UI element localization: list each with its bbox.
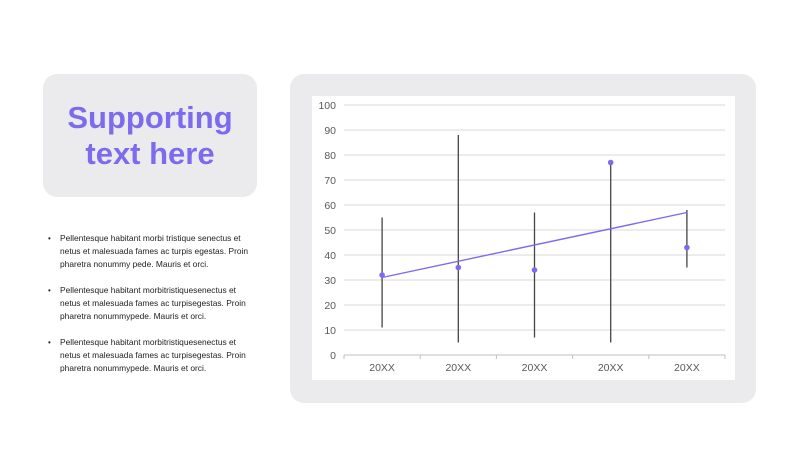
trendline [381,211,688,279]
bullet-dot-icon: • [48,338,51,347]
bullet-item: • Pellentesque habitant morbitristiquesen… [46,336,256,375]
y-tick-label: 40 [324,250,336,262]
y-tick-label: 10 [324,325,336,337]
x-tick-label: 20XX [522,362,548,374]
data-point [684,244,690,251]
bullet-item: • Pellentesque habitant morbitristiquesen… [46,284,256,323]
data-point [607,159,614,166]
chart-area: 0 10 20 30 40 50 60 70 80 90 100 20XX 20XX 20XX 20XX 20… [312,96,735,380]
bullet-text: Pellentesque habitant morbi tristique se… [60,233,249,269]
x-tick-label: 20XX [674,362,700,374]
y-tick-label: 20 [324,300,336,312]
data-point [455,264,462,271]
bullet-text: Pellentesque habitant morbitristiquesene… [60,285,246,321]
y-tick-label: 70 [324,175,336,187]
bullet-text: Pellentesque habitant morbitristiquesene… [60,337,246,373]
title-card: Supporting text here [43,74,257,197]
y-tick-label: 100 [318,100,336,112]
y-tick-label: 0 [330,350,336,362]
y-tick-label: 90 [324,125,336,137]
bullet-item: • Pellentesque habitant morbi tristique s… [46,232,256,271]
bullet-list: • Pellentesque habitant morbi tristique s… [46,232,256,388]
bullet-dot-icon: • [48,234,51,243]
data-point [379,272,385,278]
y-tick-label: 80 [324,150,336,162]
chart-svg: 0 10 20 30 40 50 60 70 80 90 100 20XX 20XX 20XX 20XX 20… [318,100,726,374]
y-tick-label: 50 [324,225,336,237]
x-tick-label: 20XX [598,362,624,374]
y-tick-label: 60 [324,200,336,212]
x-tick-label: 20XX [445,362,471,374]
bullet-dot-icon: • [48,286,51,295]
data-point [531,267,538,273]
y-tick-label: 30 [324,275,336,287]
page-title: Supporting text here [67,99,233,171]
x-tick-label: 20XX [369,362,395,374]
chart-panel: 0 10 20 30 40 50 60 70 80 90 100 20XX 20XX 20XX 20XX 20… [290,74,756,403]
